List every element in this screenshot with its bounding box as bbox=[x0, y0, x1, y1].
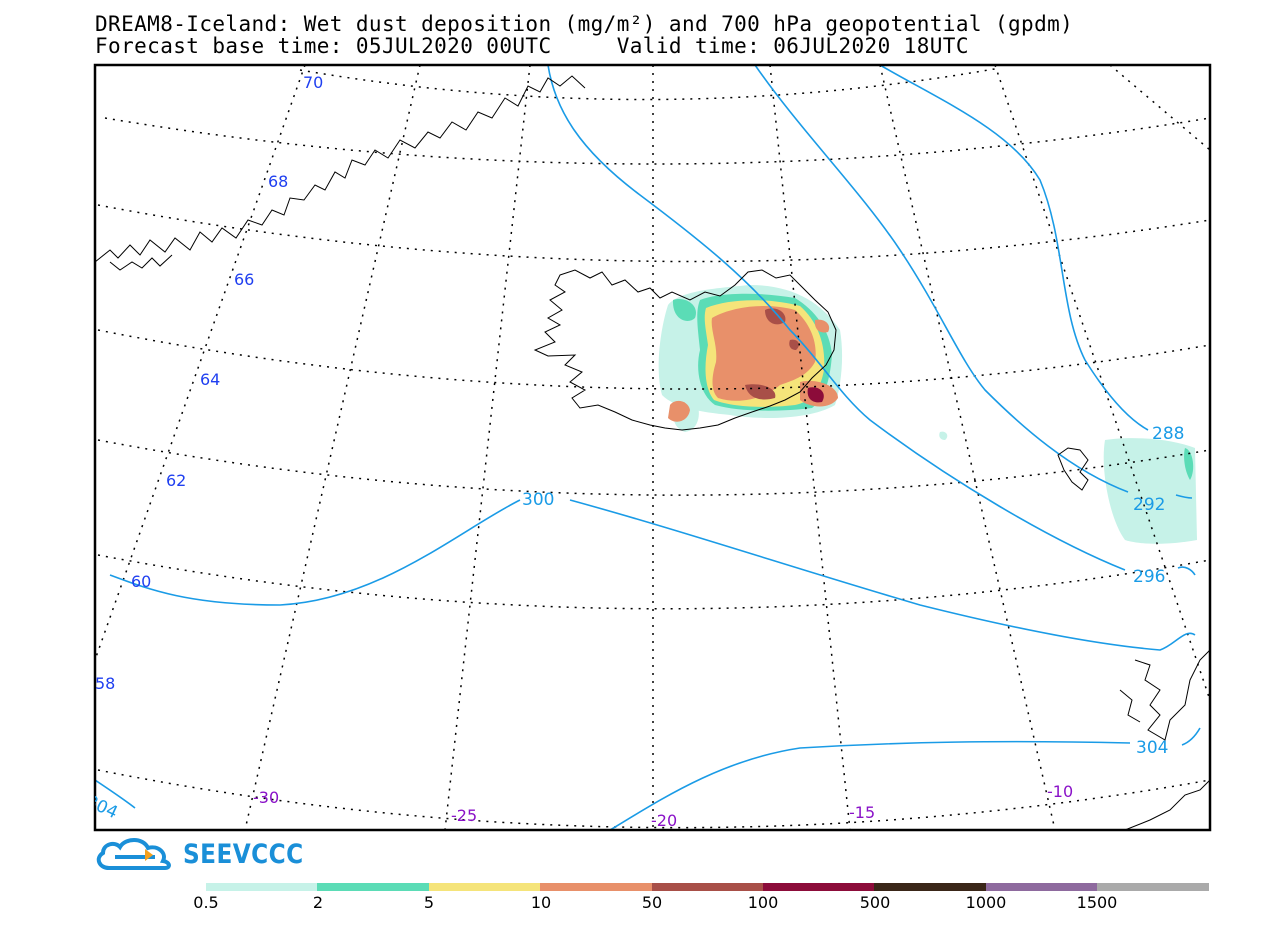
contour-label: 292 bbox=[1133, 495, 1165, 515]
cloud-icon bbox=[96, 838, 171, 870]
legend-swatch bbox=[540, 883, 653, 891]
lon-label: -30 bbox=[253, 788, 279, 807]
lat-label: 60 bbox=[131, 572, 151, 591]
legend-label: 1000 bbox=[965, 893, 1007, 912]
legend-swatch bbox=[651, 883, 764, 891]
contour-label: 296 bbox=[1133, 567, 1165, 587]
map-subtitle: Forecast base time: 05JUL2020 00UTC Vali… bbox=[95, 34, 969, 58]
map-frame bbox=[93, 63, 1212, 832]
legend-swatch bbox=[317, 883, 430, 891]
geopotential-contours bbox=[95, 65, 1201, 830]
seevccc-logo: SEEVCCC bbox=[95, 836, 305, 876]
lon-label: -15 bbox=[849, 803, 875, 822]
contour-label: 288 bbox=[1152, 424, 1184, 444]
dust-deposition-field bbox=[658, 285, 1197, 544]
lon-label: -20 bbox=[651, 811, 677, 830]
lat-label: 66 bbox=[234, 270, 254, 289]
lon-label: -10 bbox=[1047, 782, 1073, 801]
graticule-parallels bbox=[97, 67, 1210, 829]
lat-label: 68 bbox=[268, 172, 288, 191]
legend-swatch bbox=[206, 883, 318, 891]
legend-label: 5 bbox=[423, 893, 435, 912]
lon-label: -25 bbox=[451, 806, 477, 825]
legend-swatch bbox=[763, 883, 875, 891]
legend-label: 50 bbox=[641, 893, 663, 912]
legend-swatch bbox=[428, 883, 541, 891]
legend-label: 100 bbox=[747, 893, 779, 912]
contour-label: 304 bbox=[1136, 738, 1168, 758]
graticule-meridians bbox=[95, 65, 1210, 830]
contour-label: 304 bbox=[83, 791, 121, 823]
lat-label: 64 bbox=[200, 370, 220, 389]
lat-label: 70 bbox=[303, 73, 323, 92]
logo-text: SEEVCCC bbox=[183, 839, 304, 870]
legend-label: 0.5 bbox=[193, 893, 219, 912]
legend-label: 500 bbox=[859, 893, 891, 912]
coastline bbox=[95, 75, 1210, 830]
lat-label: 58 bbox=[95, 674, 115, 693]
legend-swatch bbox=[1097, 883, 1210, 891]
legend-label: 2 bbox=[312, 893, 324, 912]
legend-swatch bbox=[985, 883, 1098, 891]
legend-label: 10 bbox=[530, 893, 552, 912]
legend-label: 1500 bbox=[1076, 893, 1118, 912]
map-title: DREAM8-Iceland: Wet dust deposition (mg/… bbox=[95, 12, 1074, 36]
contour-label: 300 bbox=[522, 490, 554, 510]
legend-swatch bbox=[874, 883, 987, 891]
lat-label: 62 bbox=[166, 471, 186, 490]
